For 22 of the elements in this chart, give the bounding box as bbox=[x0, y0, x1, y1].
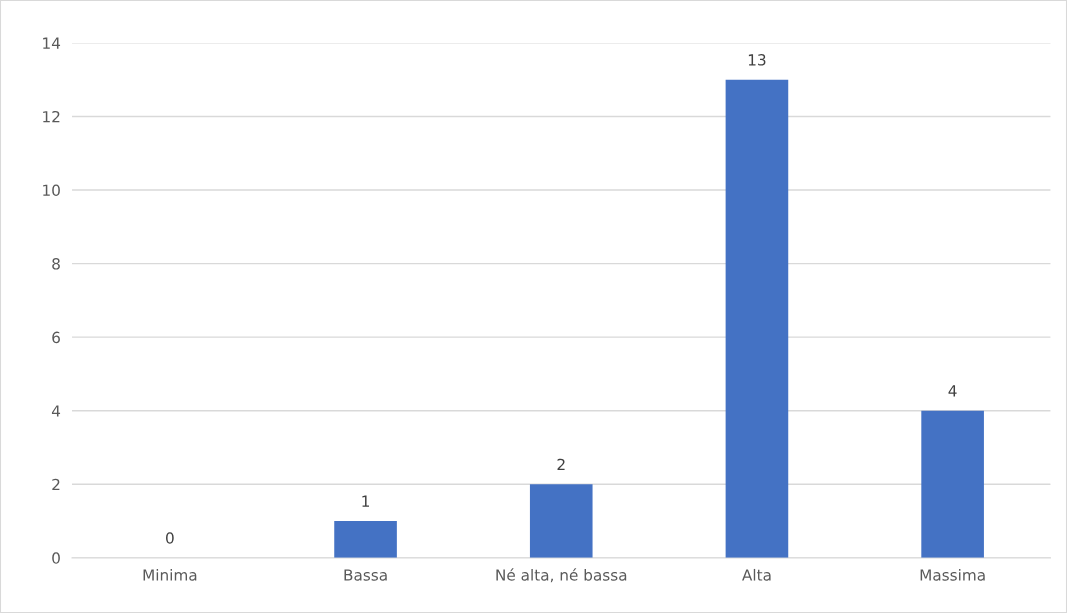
x-tick-label: Minima bbox=[143, 568, 197, 581]
bar bbox=[725, 79, 789, 558]
data-label: 2 bbox=[557, 458, 565, 470]
data-label: 1 bbox=[362, 495, 369, 507]
bar bbox=[921, 410, 984, 558]
bar bbox=[529, 484, 593, 558]
x-tick-label: Né alta, né bassa bbox=[496, 568, 627, 583]
y-tick-label: 10 bbox=[43, 184, 60, 197]
y-tick-label: 8 bbox=[52, 258, 60, 270]
x-tick-label: Massima bbox=[920, 568, 985, 581]
y-tick-label: 6 bbox=[52, 331, 60, 344]
y-tick-label: 14 bbox=[43, 37, 61, 49]
data-label: 4 bbox=[948, 385, 957, 397]
bar bbox=[334, 521, 397, 558]
x-tick-label: Bassa bbox=[344, 569, 387, 581]
y-tick-label: 2 bbox=[52, 478, 60, 491]
y-tick-label: 4 bbox=[51, 405, 61, 417]
y-tick-label: 0 bbox=[52, 552, 60, 564]
data-label: 0 bbox=[166, 532, 174, 544]
x-tick-label: Alta bbox=[742, 568, 771, 581]
data-label: 13 bbox=[748, 54, 766, 66]
y-tick-label: 12 bbox=[43, 110, 60, 123]
